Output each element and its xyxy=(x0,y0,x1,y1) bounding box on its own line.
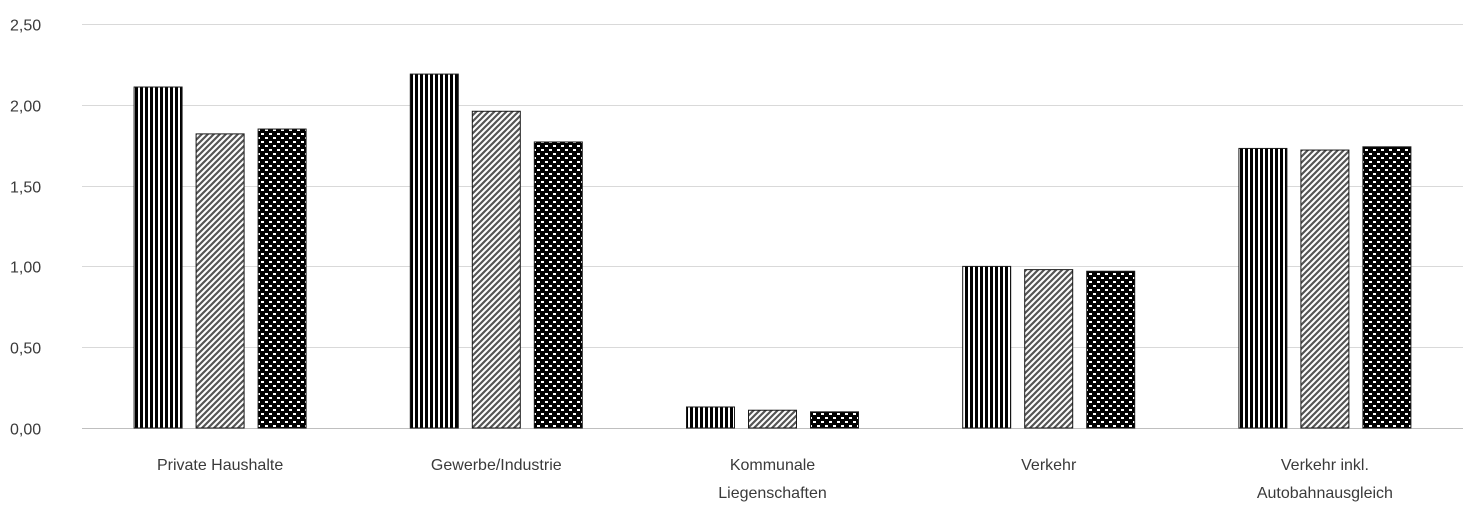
y-tick-label: 0,50 xyxy=(10,341,41,358)
bar-series-3-category-5 xyxy=(1362,146,1412,429)
y-tick-label: 1,50 xyxy=(10,180,41,197)
y-tick-label: 1,00 xyxy=(10,260,41,277)
bar-series-3-category-2 xyxy=(533,141,583,429)
bar-series-3-category-4 xyxy=(1086,270,1136,429)
bars xyxy=(133,73,1412,429)
x-category-label: Verkehr inkl. Autobahnausgleich xyxy=(1257,457,1393,502)
bar-series-2-category-2 xyxy=(471,110,521,429)
bar-series-1-category-5 xyxy=(1238,147,1288,429)
x-category-label: Kommunale Liegenschaften xyxy=(718,457,827,502)
bar-series-3-category-1 xyxy=(257,128,307,429)
x-axis-categories: Private Haushalte Gewerbe/Industrie Kommun… xyxy=(157,457,1393,502)
x-category-label: Verkehr xyxy=(1021,457,1077,474)
bar-series-1-category-3 xyxy=(686,406,735,429)
y-tick-label: 2,00 xyxy=(10,99,41,116)
bar-series-1-category-2 xyxy=(409,73,459,429)
bar-series-2-category-1 xyxy=(195,133,245,429)
y-axis-ticks: 0,00 0,50 1,00 1,50 2,00 2,50 xyxy=(10,18,41,439)
bar-series-2-category-3 xyxy=(748,409,797,429)
y-tick-label: 0,00 xyxy=(10,422,41,439)
bar-series-1-category-4 xyxy=(962,265,1012,429)
bar-series-3-category-3 xyxy=(810,411,859,429)
x-category-label: Gewerbe/Industrie xyxy=(431,457,562,474)
bar-series-2-category-5 xyxy=(1300,149,1350,429)
y-tick-label: 2,50 xyxy=(10,18,41,35)
gridlines xyxy=(82,24,1463,429)
bar-series-1-category-1 xyxy=(133,86,183,429)
bar-series-2-category-4 xyxy=(1024,269,1074,429)
x-category-label: Private Haushalte xyxy=(157,457,283,474)
